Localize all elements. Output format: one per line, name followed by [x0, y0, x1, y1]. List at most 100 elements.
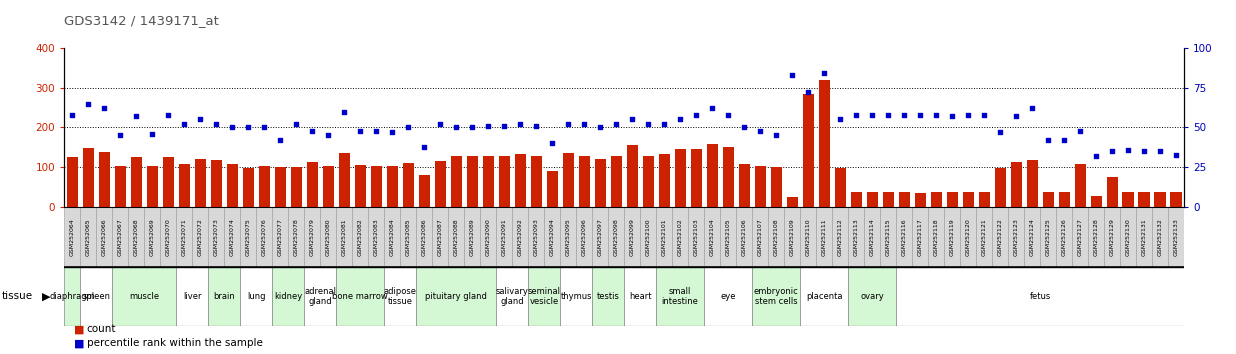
Bar — [498, 156, 509, 207]
Bar — [928, 207, 944, 267]
Text: GSM252093: GSM252093 — [534, 218, 539, 256]
Text: brain: brain — [214, 292, 235, 301]
Text: spleen: spleen — [83, 292, 110, 301]
Bar — [1042, 192, 1054, 207]
Bar — [723, 147, 734, 207]
Text: GSM252113: GSM252113 — [854, 218, 859, 256]
Point — [446, 125, 466, 130]
Point — [366, 128, 386, 133]
Bar — [307, 162, 318, 207]
Bar — [705, 267, 753, 326]
Bar — [1009, 207, 1025, 267]
Point — [1151, 149, 1170, 154]
Point — [990, 129, 1010, 135]
Bar — [675, 149, 686, 207]
Text: GSM252070: GSM252070 — [166, 218, 171, 256]
Bar — [530, 156, 541, 207]
Point — [591, 125, 611, 130]
Text: placenta: placenta — [806, 292, 843, 301]
Text: GSM252112: GSM252112 — [838, 218, 843, 256]
Text: GSM252115: GSM252115 — [886, 218, 891, 256]
Text: GSM252101: GSM252101 — [661, 218, 666, 256]
Text: GSM252110: GSM252110 — [806, 218, 811, 256]
Bar — [419, 175, 430, 207]
Bar — [387, 166, 398, 207]
Bar — [1074, 164, 1085, 207]
Bar — [960, 207, 976, 267]
Bar — [1104, 207, 1120, 267]
Text: GSM252065: GSM252065 — [85, 218, 90, 256]
Point — [1086, 153, 1106, 159]
Text: GSM252094: GSM252094 — [550, 218, 555, 256]
Point — [1070, 128, 1090, 133]
Point — [255, 125, 274, 130]
Bar — [1011, 162, 1022, 207]
Bar — [721, 207, 737, 267]
Bar — [899, 192, 910, 207]
Bar — [290, 167, 302, 207]
Point — [575, 121, 595, 127]
Point — [766, 132, 786, 138]
Bar — [640, 207, 656, 267]
Text: GSM252095: GSM252095 — [566, 218, 571, 256]
Bar — [226, 164, 237, 207]
Bar — [304, 207, 320, 267]
Bar — [754, 166, 766, 207]
Bar — [368, 207, 384, 267]
Bar — [224, 207, 240, 267]
Text: GSM252107: GSM252107 — [758, 218, 763, 256]
Point — [206, 121, 226, 127]
Bar — [274, 167, 286, 207]
Text: kidney: kidney — [274, 292, 303, 301]
Text: liver: liver — [183, 292, 201, 301]
Bar — [624, 207, 640, 267]
Bar — [240, 267, 272, 326]
Text: adrenal
gland: adrenal gland — [304, 287, 336, 306]
Bar — [194, 159, 206, 207]
Text: GSM252106: GSM252106 — [742, 218, 747, 256]
Bar — [528, 207, 544, 267]
Text: GSM252096: GSM252096 — [582, 218, 587, 256]
Text: GSM252097: GSM252097 — [598, 218, 603, 256]
Text: GSM252085: GSM252085 — [405, 218, 410, 256]
Text: embryonic
stem cells: embryonic stem cells — [754, 287, 798, 306]
Bar — [608, 207, 624, 267]
Text: GSM252125: GSM252125 — [1046, 218, 1051, 256]
Text: GSM252072: GSM252072 — [198, 218, 203, 256]
Text: GSM252104: GSM252104 — [709, 218, 714, 256]
Bar — [560, 267, 592, 326]
Point — [222, 125, 242, 130]
Text: GSM252121: GSM252121 — [981, 218, 986, 256]
Bar — [912, 207, 928, 267]
Point — [734, 125, 754, 130]
Bar — [449, 207, 465, 267]
Bar — [256, 207, 272, 267]
Point — [543, 141, 562, 146]
Text: ■: ■ — [74, 324, 84, 334]
Bar — [1025, 207, 1041, 267]
Point — [638, 121, 658, 127]
Bar — [1168, 207, 1184, 267]
Bar — [336, 267, 384, 326]
Text: GSM252122: GSM252122 — [997, 218, 1002, 256]
Point — [831, 117, 850, 122]
Point — [303, 128, 323, 133]
Bar — [832, 207, 848, 267]
Bar — [768, 207, 784, 267]
Bar — [80, 207, 96, 267]
Text: salivary
gland: salivary gland — [496, 287, 529, 306]
Bar — [800, 207, 816, 267]
Bar — [99, 152, 110, 207]
Bar — [481, 207, 496, 267]
Point — [1054, 137, 1074, 143]
Bar — [753, 207, 768, 267]
Text: GSM252071: GSM252071 — [182, 218, 187, 256]
Text: GSM252118: GSM252118 — [933, 218, 938, 256]
Point — [1135, 149, 1154, 154]
Bar — [944, 207, 960, 267]
Point — [271, 137, 290, 143]
Bar — [1056, 207, 1072, 267]
Text: GSM252108: GSM252108 — [774, 218, 779, 256]
Bar — [834, 168, 845, 207]
Bar — [112, 267, 177, 326]
